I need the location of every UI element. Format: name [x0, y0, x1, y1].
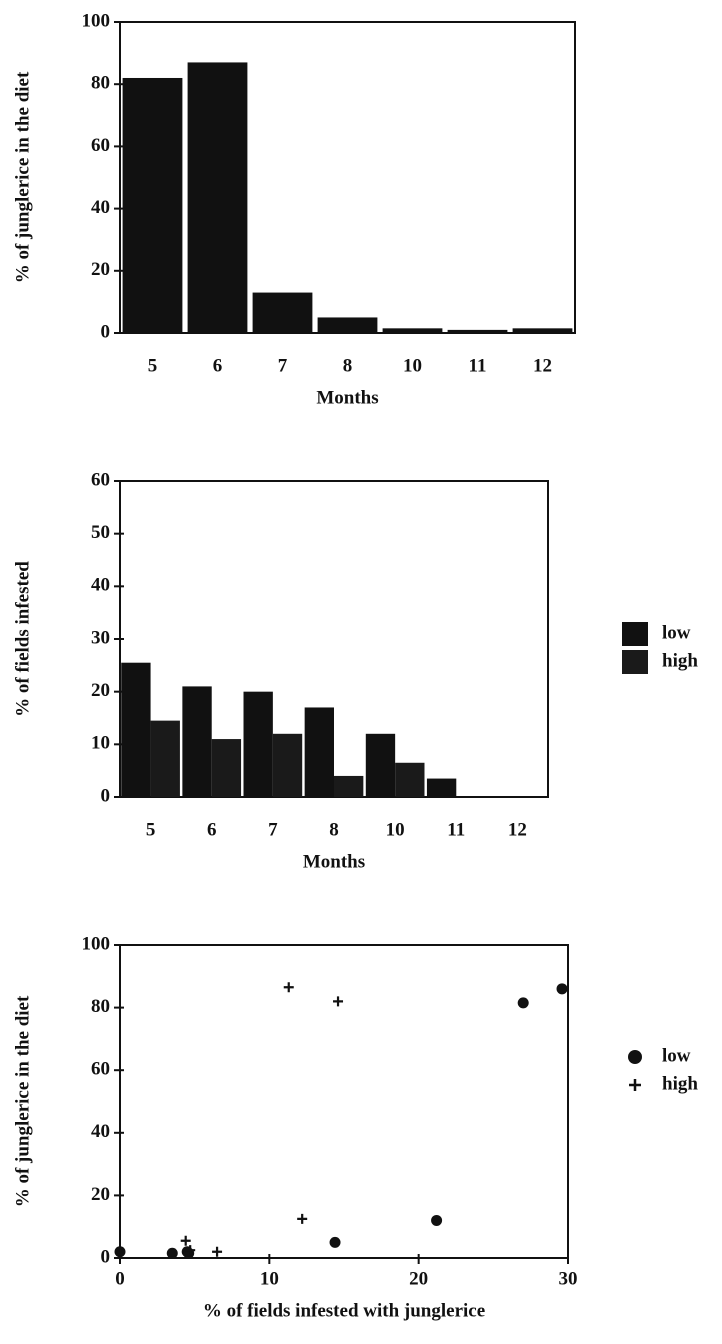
legend-label: low	[662, 622, 691, 643]
bar	[426, 778, 457, 797]
y-tick-label: 80	[91, 73, 110, 94]
y-tick-label: 60	[91, 469, 110, 490]
x-tick-label: 8	[343, 355, 353, 376]
legend-marker	[629, 1079, 641, 1091]
x-tick-label: 6	[213, 355, 223, 376]
x-tick-label: 8	[329, 819, 339, 840]
bar	[365, 733, 396, 797]
point	[114, 1246, 126, 1258]
y-tick-label: 100	[82, 933, 111, 954]
point	[166, 1247, 178, 1259]
bar	[187, 62, 248, 334]
legend-label: high	[662, 1073, 698, 1094]
bar	[243, 691, 273, 797]
legend-swatch	[622, 622, 648, 646]
bar	[272, 733, 303, 797]
y-tick-label: 50	[91, 522, 110, 543]
point	[333, 996, 344, 1007]
y-tick-label: 40	[91, 1121, 110, 1142]
y-tick-label: 0	[101, 321, 111, 342]
bar	[395, 762, 425, 797]
x-axis-label: Months	[316, 387, 378, 408]
x-tick-label: 5	[148, 355, 158, 376]
y-tick-label: 20	[91, 680, 110, 701]
y-tick-label: 40	[91, 575, 110, 596]
x-tick-label: 7	[278, 355, 288, 376]
y-axis-label: % of junglerice in the diet	[12, 71, 33, 283]
y-axis-label: % of fields infested	[12, 561, 33, 717]
bar	[512, 328, 573, 333]
x-axis-label: % of fields infested with junglerice	[203, 1300, 485, 1321]
legend-label: high	[662, 650, 698, 671]
y-tick-label: 0	[101, 785, 111, 806]
y-axis-label: % of junglerice in the diet	[12, 995, 33, 1207]
x-tick-label: 12	[533, 355, 552, 376]
y-tick-label: 80	[91, 996, 110, 1017]
legend-marker	[628, 1050, 642, 1064]
x-tick-label: 11	[469, 355, 487, 376]
x-tick-label: 10	[260, 1268, 279, 1289]
y-tick-label: 20	[91, 1184, 110, 1205]
point	[517, 997, 529, 1009]
x-tick-label: 10	[386, 819, 405, 840]
y-tick-label: 40	[91, 197, 110, 218]
x-tick-label: 10	[403, 355, 422, 376]
y-tick-label: 100	[82, 10, 111, 31]
y-tick-label: 20	[91, 259, 110, 280]
point	[431, 1214, 443, 1226]
point	[180, 1235, 191, 1246]
point	[185, 1245, 196, 1256]
bar	[211, 739, 242, 797]
bar	[304, 707, 334, 797]
bar	[182, 686, 212, 797]
bar	[121, 662, 151, 797]
bar	[447, 329, 508, 333]
bar	[122, 77, 183, 333]
x-tick-label: 7	[268, 819, 278, 840]
y-tick-label: 60	[91, 135, 110, 156]
bar	[334, 775, 364, 797]
x-tick-label: 11	[447, 819, 465, 840]
legend-swatch	[622, 650, 648, 674]
point	[283, 982, 294, 993]
x-tick-label: 0	[115, 1268, 125, 1289]
point	[297, 1213, 308, 1224]
x-tick-label: 12	[508, 819, 527, 840]
y-tick-label: 30	[91, 627, 110, 648]
bar	[150, 720, 180, 797]
plot-frame	[119, 944, 569, 1259]
x-tick-label: 5	[146, 819, 156, 840]
point	[212, 1246, 223, 1257]
bar	[382, 328, 443, 333]
bar	[317, 317, 378, 333]
legend-label: low	[662, 1045, 691, 1066]
y-tick-label: 10	[91, 733, 110, 754]
bar	[252, 292, 313, 333]
x-axis-label: Months	[303, 851, 365, 872]
x-tick-label: 6	[207, 819, 217, 840]
x-tick-label: 20	[409, 1268, 428, 1289]
point	[329, 1236, 341, 1248]
y-tick-label: 0	[101, 1246, 111, 1267]
x-tick-label: 30	[559, 1268, 578, 1289]
point	[556, 983, 568, 995]
y-tick-label: 60	[91, 1059, 110, 1080]
